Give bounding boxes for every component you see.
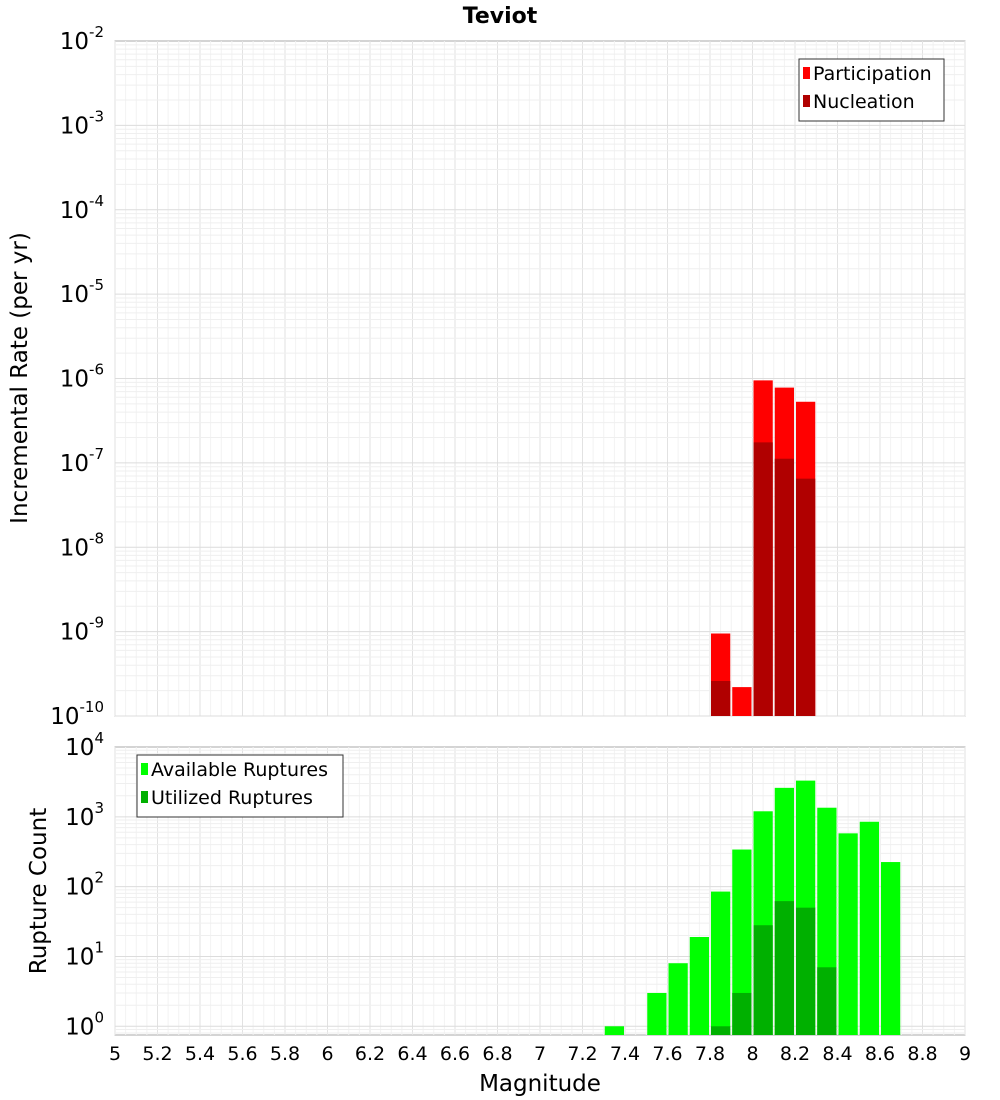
count-bar-available-ruptures <box>881 862 901 1035</box>
legend-swatch <box>803 95 810 107</box>
x-tick-label: 7 <box>534 1043 546 1065</box>
legend-label: Utilized Ruptures <box>151 787 313 809</box>
x-tick-label: 7.6 <box>652 1043 682 1065</box>
count-bar-available-ruptures <box>689 936 709 1035</box>
x-tick-label: 5.6 <box>227 1043 257 1065</box>
bottom-legend: Available Ruptures Utilized Ruptures <box>136 754 344 818</box>
rate-bar-nucleation <box>774 458 794 716</box>
y-tick-label: 104 <box>65 729 104 761</box>
x-tick-label: 6 <box>321 1043 333 1065</box>
legend-label: Available Ruptures <box>151 759 328 781</box>
top-y-tick-labels: 10-2 10-3 10-4 10-5 10-6 10-7 10-8 10-9 10-10 <box>50 23 104 730</box>
y-tick-label: 10-8 <box>60 529 104 561</box>
x-tick-labels: 5 5.2 5.4 5.6 5.8 6 6.2 6.4 6.6 6.8 7 7.2 7.4 7.6 7.8 8… <box>109 1043 971 1065</box>
count-bar-utilized-ruptures <box>732 992 752 1035</box>
y-tick-label: 102 <box>65 869 104 901</box>
legend-label: Participation <box>813 63 932 85</box>
x-tick-label: 9 <box>959 1043 971 1065</box>
count-bar-available-ruptures <box>647 992 667 1035</box>
y-tick-label: 10-6 <box>60 361 104 393</box>
x-tick-label: 6.8 <box>482 1043 512 1065</box>
count-bar-available-ruptures <box>711 891 731 1035</box>
legend-label: Nucleation <box>813 91 915 113</box>
y-tick-label: 100 <box>65 1008 104 1040</box>
legend-box <box>798 58 945 122</box>
y-tick-label: 10-4 <box>60 192 104 224</box>
legend-swatch <box>803 67 810 79</box>
y-tick-label: 10-3 <box>60 107 104 139</box>
x-tick-label: 8.4 <box>822 1043 852 1065</box>
x-tick-label: 7.2 <box>567 1043 597 1065</box>
top-bars <box>711 380 816 716</box>
top-grid <box>114 41 966 717</box>
count-bar-available-ruptures <box>732 849 752 1035</box>
x-tick-label: 5.4 <box>185 1043 215 1065</box>
legend-swatch <box>141 763 148 775</box>
rate-bar-nucleation <box>711 680 731 716</box>
x-tick-label: 5.2 <box>142 1043 172 1065</box>
rate-bar-nucleation <box>753 442 773 716</box>
count-bar-utilized-ruptures <box>774 901 794 1035</box>
x-tick-label: 8.6 <box>865 1043 895 1065</box>
y-tick-label: 103 <box>65 799 104 831</box>
x-tick-label: 8.2 <box>780 1043 810 1065</box>
chart-title: Teviot <box>463 4 538 29</box>
count-bar-available-ruptures <box>838 833 858 1035</box>
count-bar-available-ruptures <box>668 963 688 1035</box>
x-tick-label: 8 <box>746 1043 758 1065</box>
y-tick-label: 10-10 <box>50 698 104 730</box>
x-tick-label: 6.2 <box>355 1043 385 1065</box>
count-bar-utilized-ruptures <box>711 1026 731 1035</box>
rate-bar-participation <box>732 687 752 716</box>
x-axis-label: Magnitude <box>479 1071 601 1097</box>
bottom-bars <box>604 780 901 1035</box>
y-tick-label: 10-9 <box>60 614 104 646</box>
count-bar-available-ruptures <box>859 821 879 1035</box>
x-tick-label: 8.8 <box>907 1043 937 1065</box>
bottom-y-tick-labels: 104 103 102 101 100 <box>65 729 104 1040</box>
y-tick-label: 10-5 <box>60 276 104 308</box>
x-tick-label: 6.6 <box>440 1043 470 1065</box>
y-tick-label: 10-2 <box>60 23 104 55</box>
x-tick-label: 5 <box>109 1043 121 1065</box>
top-plot-panel: 10-2 10-3 10-4 10-5 10-6 10-7 10-8 10-9 10-10 In… <box>7 23 966 730</box>
y-tick-label: 10-7 <box>60 445 104 477</box>
x-tick-label: 7.4 <box>610 1043 640 1065</box>
legend-swatch <box>141 791 148 803</box>
bottom-plot-panel: 104 103 102 101 100 Rupture Count Available … <box>26 729 966 1040</box>
x-tick-label: 6.4 <box>397 1043 427 1065</box>
y-tick-label: 101 <box>65 938 104 970</box>
count-bar-utilized-ruptures <box>817 967 837 1035</box>
legend-box <box>136 754 344 818</box>
rate-bar-nucleation <box>796 478 816 716</box>
x-tick-label: 5.8 <box>270 1043 300 1065</box>
count-bar-utilized-ruptures <box>796 907 816 1035</box>
x-tick-label: 7.8 <box>695 1043 725 1065</box>
bottom-y-axis-label: Rupture Count <box>26 808 52 974</box>
top-legend: Participation Nucleation <box>798 58 945 122</box>
count-bar-utilized-ruptures <box>753 925 773 1035</box>
count-bar-available-ruptures <box>604 1026 624 1035</box>
top-y-axis-label: Incremental Rate (per yr) <box>7 232 33 524</box>
